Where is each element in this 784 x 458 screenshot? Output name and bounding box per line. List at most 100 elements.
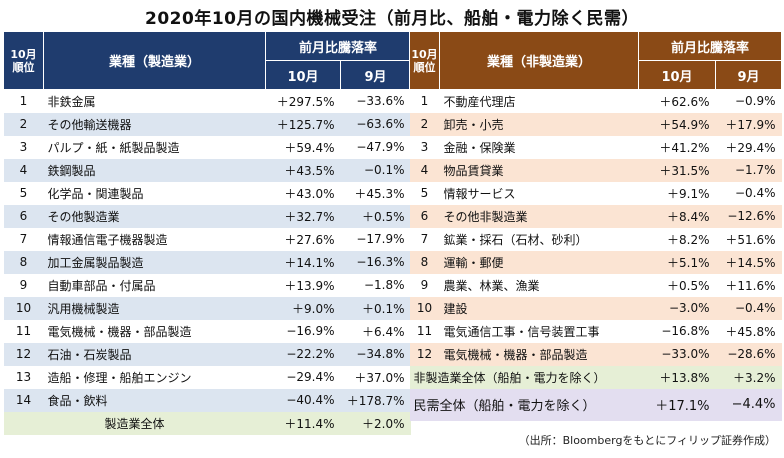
industry-cell: 運輸・郵便 [439,250,639,274]
sep-value-cell: ＋0.1% [340,296,411,320]
rank-cell: 9 [420,278,429,292]
non-manufacturing-table: 10月 順位 業種（非製造業） 前月比騰落率 10月 9月 1 不動産代理店 ＋62… [409,31,783,421]
table-row: 10 汎用機械製造 ＋9.0% ＋0.1% [3,296,411,320]
manufacturing-total-row: 製造業全体 ＋11.4% ＋2.0% [3,411,411,435]
oct-value-cell: ＋297.5% [276,94,335,109]
sep-value-cell: −1.7% [715,158,782,182]
rank-cell: 10 [409,296,440,320]
oct-value-cell: ＋5.1% [638,250,716,274]
industry-cell: 化学品・関連製品 [47,186,144,201]
sep-value-cell: ＋14.5% [715,250,782,274]
total-label-cell: 製造業全体 [3,411,266,435]
sep-value-cell: −0.9% [734,94,776,109]
rank-header-line2: 順位 [413,60,436,74]
industry-cell: 情報サービス [443,186,516,201]
sep-value-cell: −17.9% [356,232,405,246]
table-row: 1 不動産代理店 ＋62.6% −0.9% [410,90,782,113]
oct-value-cell: ＋27.6% [284,232,335,247]
total-label-cell: 非製造業全体（船舶・電力を除く） [409,365,639,389]
sep-value-cell: ＋17.9% [715,112,782,136]
rank-cell: 3 [420,140,429,154]
oct-value-cell: ＋32.7% [265,204,341,228]
oct-header: 10月 [265,60,341,90]
sep-value-cell: −0.4% [734,186,776,200]
rank-cell: 9 [19,278,28,292]
oct-value-cell: ＋43.5% [265,158,341,182]
sep-value-cell: −4.4% [715,388,782,421]
oct-value-cell: −3.0% [638,296,716,320]
oct-value-cell: −33.0% [638,342,716,366]
table-row: 7 鉱業・採石（石材、砂利） ＋8.2% ＋51.6% [410,228,782,251]
rank-cell: 7 [420,232,429,246]
industry-cell: 不動産代理店 [443,94,516,109]
sep-value-cell: −34.8% [340,342,411,366]
sep-value-cell: −16.3% [340,250,411,274]
industry-cell: 石油・石炭製品 [43,342,266,366]
oct-header: 10月 [638,60,716,90]
table-row: 10 建設 −3.0% −0.4% [409,296,782,320]
rank-cell: 11 [15,324,32,338]
rank-cell: 13 [15,370,32,384]
source-note: （出所：Bloombergをもとにフィリップ証券作成） [518,434,776,447]
rank-cell: 5 [19,186,28,200]
rank-header-line1: 10月 [411,47,438,61]
oct-value-cell: ＋8.4% [638,204,716,228]
industry-cell: 電気機械・機器・部品製造 [439,342,639,366]
industry-cell: 加工金属製品製造 [43,250,266,274]
rank-cell: 1 [19,94,28,109]
industry-cell: 自動車部品・付属品 [47,278,156,293]
oct-value-cell: ＋62.6% [659,94,710,109]
table-row: 8 運輸・郵便 ＋5.1% ＋14.5% [409,250,782,274]
sep-value-cell: −33.6% [356,94,405,109]
table-row: 4 物品賃貸業 ＋31.5% −1.7% [409,158,782,182]
rank-cell: 7 [19,232,28,246]
sep-value-cell: −47.9% [356,140,405,154]
oct-value-cell: ＋59.4% [284,140,335,155]
non-manufacturing-panel: 10月 順位 業種（非製造業） 前月比騰落率 10月 9月 1 不動産代理店 ＋62… [409,31,783,421]
table-row: 12 電気機械・機器・部品製造 −33.0% −28.6% [409,342,782,366]
rank-cell: 6 [409,204,440,228]
industry-cell: その他非製造業 [439,204,639,228]
sep-header: 9月 [714,60,783,90]
page-title: 2020年10月の国内機械受注（前月比、船舶・電力除く民需） [145,9,639,29]
oct-value-cell: −29.4% [286,370,335,384]
sep-value-cell: ＋45.8% [725,324,776,339]
table-row: 12 石油・石炭製品 −22.2% −34.8% [3,342,411,366]
oct-value-cell: ＋31.5% [638,158,716,182]
rank-cell: 6 [3,204,44,228]
sep-value-cell: ＋0.5% [340,204,411,228]
table-row: 7 情報通信電子機器製造 ＋27.6% −17.9% [4,228,411,251]
industry-cell: 電気通信工事・信号装置工事 [443,324,600,339]
sep-value-cell: ＋29.4% [725,140,776,155]
sep-value-cell: ＋37.0% [354,370,405,385]
manufacturing-rows: 1 非鉄金属 ＋297.5% −33.6% 2 その他輸送機器 ＋125.7% −63.6% 3… [3,90,411,435]
sep-value-cell: −12.6% [715,204,782,228]
rank-cell: 1 [420,94,429,109]
industry-header: 業種（製造業） [43,31,266,90]
industry-cell: その他製造業 [43,204,266,228]
sep-value-cell: −0.4% [715,296,782,320]
rank-cell: 12 [3,342,44,366]
sep-value-cell: ＋11.6% [725,278,776,293]
mom-header: 前月比騰落率 [264,31,412,61]
industry-cell: 食品・飲料 [43,388,266,412]
table-row: 2 卸売・小売 ＋54.9% ＋17.9% [409,112,782,136]
rank-cell: 14 [3,388,44,412]
table-row: 13 造船・修理・船舶エンジン −29.4% ＋37.0% [4,366,411,389]
rank-header: 10月 順位 [3,31,44,90]
oct-value-cell: −22.2% [265,342,341,366]
oct-value-cell: ＋13.8% [638,365,716,389]
industry-cell: 物品賃貸業 [439,158,639,182]
industry-cell: 鉄鋼製品 [43,158,266,182]
oct-value-cell: ＋43.0% [284,186,335,201]
rank-header-line2: 順位 [12,60,35,74]
rank-cell: 2 [3,112,44,136]
sep-value-cell: −28.6% [715,342,782,366]
industry-cell: 非鉄金属 [47,94,96,109]
rank-cell: 8 [3,250,44,274]
rank-cell: 4 [3,158,44,182]
table-row: 14 食品・飲料 −40.4% ＋178.7% [3,388,411,412]
non-manufacturing-total-row: 非製造業全体（船舶・電力を除く） ＋13.8% ＋3.2% [409,365,782,389]
rank-cell: 12 [409,342,440,366]
oct-value-cell: ＋17.1% [638,388,716,421]
